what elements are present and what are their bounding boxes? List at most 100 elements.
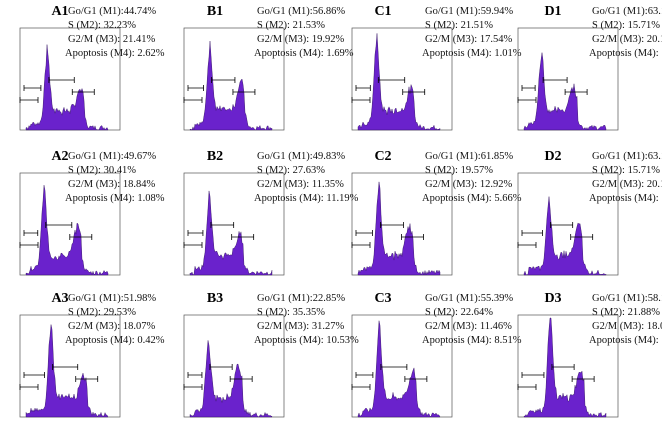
marker-bracket [351, 384, 371, 390]
marker-bracket [183, 97, 203, 103]
panel-stat: Go/G1 (M1):63.12% [592, 6, 662, 17]
histogram [523, 52, 607, 131]
panel: D1 Go/G1 (M1):63.12% S (M2): 15.71% G2/M (M… [517, 4, 662, 131]
marker-bracket [355, 85, 371, 91]
marker-bracket [351, 242, 371, 248]
marker-bracket [229, 376, 253, 382]
marker-bracket [404, 376, 428, 382]
panel-label: A2 [51, 149, 68, 164]
panel-stat: Go/G1 (M1):59.94% [425, 6, 513, 17]
marker-bracket [187, 85, 204, 91]
panel-label: A3 [51, 291, 68, 306]
marker-bracket [209, 364, 233, 370]
marker-bracket [550, 222, 574, 228]
marker-bracket [211, 77, 236, 83]
panel-stat: Apoptosis (M4): 0.42% [65, 335, 165, 346]
marker-bracket [564, 89, 588, 95]
marker-bracket [19, 97, 39, 103]
panel-label: C1 [374, 4, 391, 19]
panel-stat: G2/M (M3): 11.35% [257, 179, 344, 190]
panel-stat: Go/G1 (M1):63.12% [592, 151, 662, 162]
marker-bracket [521, 230, 543, 236]
panel-stat: S (M2): 19.57% [425, 165, 493, 176]
panel-stat: Go/G1 (M1):58.14% [592, 293, 662, 304]
histogram [189, 190, 273, 276]
histogram [357, 181, 441, 276]
panel-label: D3 [544, 291, 561, 306]
histogram [25, 44, 109, 131]
histogram [25, 324, 109, 418]
panel-stat: S (M2): 21.51% [425, 20, 493, 31]
histogram [523, 196, 607, 276]
marker-bracket [19, 242, 39, 248]
panel: B3 Go/G1 (M1):22.85% S (M2): 35.35% G2/M (M… [183, 291, 359, 418]
panel-stat: Apoptosis (M4): 1.08% [65, 193, 165, 204]
panel-label: B3 [207, 291, 223, 306]
marker-bracket [23, 372, 45, 378]
marker-bracket [521, 372, 545, 378]
panel-stat: G2/M (M3): 18.07% [68, 321, 155, 332]
panel-stat: Go/G1 (M1):44.74% [68, 6, 156, 17]
panel-stat: S (M2): 21.88% [592, 307, 660, 318]
panel-stat: Go/G1 (M1):61.85% [425, 151, 513, 162]
panel-stat: Apoptosis (M4): 1.69% [254, 48, 354, 59]
panel-label: B2 [207, 149, 223, 164]
panel-stat: Apoptosis (M4): 2.62% [65, 48, 165, 59]
marker-bracket [232, 89, 256, 95]
marker-bracket [355, 230, 373, 236]
panel-stat: G2/M (M3): 20.12% [592, 34, 662, 45]
panel-stat: Go/G1 (M1):51.98% [68, 293, 156, 304]
marker-bracket [517, 384, 537, 390]
panel: C2 Go/G1 (M1):61.85% S (M2): 19.57% G2/M (M… [351, 149, 522, 276]
marker-bracket [69, 234, 93, 240]
panel-stat: Go/G1 (M1):56.86% [257, 6, 345, 17]
panel-stat: Apoptosis (M4): 8.51% [422, 335, 522, 346]
marker-bracket [521, 85, 536, 91]
panel: A3 Go/G1 (M1):51.98% S (M2): 29.53% G2/M (M… [19, 291, 165, 418]
panel-stat: S (M2): 15.71% [592, 165, 660, 176]
panel-stat: Apoptosis (M4): 5.66% [422, 193, 522, 204]
panel-label: C2 [374, 149, 391, 164]
panel-label: C3 [374, 291, 391, 306]
panel-label: D1 [544, 4, 561, 19]
marker-bracket [402, 89, 426, 95]
panel: A2 Go/G1 (M1):49.67% S (M2): 30.41% G2/M (M… [19, 149, 165, 276]
panel-stat: Apoptosis (M4): 1.05% [589, 193, 662, 204]
marker-bracket [517, 97, 537, 103]
panel-stat: Apoptosis (M4): 10.53% [254, 335, 359, 346]
marker-bracket [23, 230, 39, 236]
marker-bracket [517, 242, 537, 248]
panel-stat: G2/M (M3): 12.92% [425, 179, 512, 190]
panel-stat: S (M2): 30.41% [68, 165, 136, 176]
panel-stat: G2/M (M3): 18.07% [592, 321, 662, 332]
panel-stat: G2/M (M3): 11.46% [425, 321, 512, 332]
histogram [523, 317, 607, 418]
histogram [25, 185, 109, 276]
panel-stat: G2/M (M3): 21.41% [68, 34, 155, 45]
histogram [357, 320, 441, 418]
marker-bracket [23, 85, 42, 91]
panel-stat: S (M2): 32.23% [68, 20, 136, 31]
marker-bracket [551, 364, 575, 370]
marker-bracket [231, 234, 255, 240]
marker-bracket [542, 77, 568, 83]
panel-stat: Apoptosis (M4): 1.91% [589, 335, 662, 346]
marker-bracket [380, 364, 408, 370]
marker-bracket [377, 77, 406, 83]
marker-bracket [45, 222, 73, 228]
panel-stat: G2/M (M3): 19.92% [257, 34, 344, 45]
histogram [189, 340, 273, 418]
panel: C1 Go/G1 (M1):59.94% S (M2): 21.51% G2/M (M… [351, 4, 522, 131]
histogram [357, 33, 441, 131]
panel-stat: S (M2): 15.71% [592, 20, 660, 31]
panel-label: D2 [544, 149, 561, 164]
panel: B2 Go/G1 (M1):49.83% S (M2): 27.63% G2/M (M… [183, 149, 359, 276]
panel: B1 Go/G1 (M1):56.86% S (M2): 21.53% G2/M (M… [183, 4, 354, 131]
panel-stat: G2/M (M3): 20.12% [592, 179, 662, 190]
marker-bracket [187, 230, 204, 236]
panel-label: B1 [207, 4, 223, 19]
marker-bracket [355, 372, 374, 378]
panel: D3 Go/G1 (M1):58.14% S (M2): 21.88% G2/M (M… [517, 291, 662, 418]
marker-bracket [52, 364, 79, 370]
